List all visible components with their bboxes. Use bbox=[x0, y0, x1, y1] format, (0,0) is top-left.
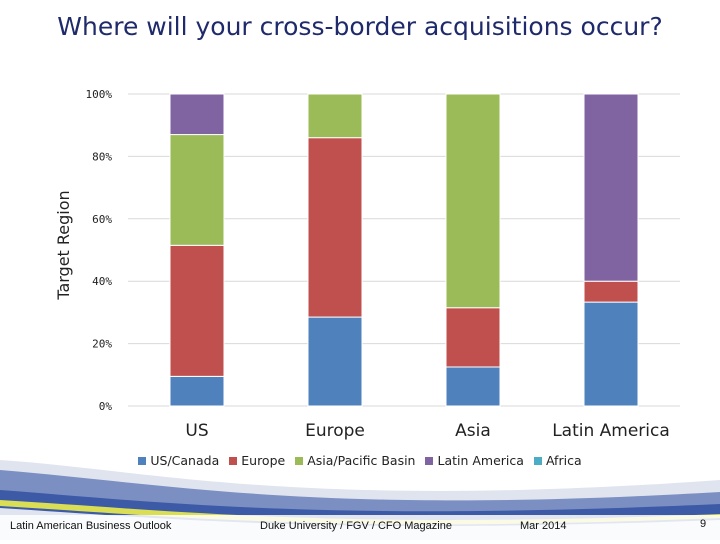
chart-title: Where will your cross-border acquisition… bbox=[57, 12, 663, 41]
legend-item: Latin America bbox=[425, 453, 524, 468]
y-tick-label: 60% bbox=[92, 213, 112, 226]
footer-decoration bbox=[0, 440, 720, 544]
bar-us-latin-america bbox=[169, 93, 225, 136]
x-tick-label: Asia bbox=[455, 421, 491, 441]
legend-swatch bbox=[229, 456, 238, 465]
y-axis-label: Target Region bbox=[54, 190, 73, 300]
x-tick-label: Europe bbox=[305, 421, 365, 441]
legend-item: Europe bbox=[229, 453, 285, 468]
bar-europe-us-canada bbox=[307, 316, 363, 407]
stacked-bar-chart: 0% 20% 40% 60% 80% 100% US Europe Asia Latin Ame… bbox=[54, 88, 680, 441]
bar-asia-us-canada bbox=[445, 366, 501, 407]
legend-swatch bbox=[533, 456, 542, 465]
legend-label: Africa bbox=[545, 453, 582, 468]
bar-latin-america-us-canada bbox=[583, 301, 639, 407]
bar-europe-asia-pacific-basin bbox=[307, 93, 363, 139]
legend-label: Asia/Pacific Basin bbox=[307, 453, 416, 468]
x-tick-label: US bbox=[185, 421, 208, 441]
y-tick-label: 20% bbox=[92, 338, 112, 351]
legend-label: Europe bbox=[241, 453, 286, 468]
y-tick-label: 40% bbox=[92, 275, 112, 288]
legend-item: Asia/Pacific Basin bbox=[295, 453, 415, 468]
legend: US/Canada Europe Asia/Pacific Basin Latin A… bbox=[0, 453, 720, 468]
bar-latin-america-europe bbox=[583, 280, 639, 303]
legend-swatch bbox=[295, 456, 304, 465]
footer-left-text: Latin American Business Outlook bbox=[10, 520, 172, 532]
bar-us-asia-pacific-basin bbox=[169, 134, 225, 246]
legend-item: US/Canada bbox=[138, 453, 219, 468]
bar-europe-europe bbox=[307, 137, 363, 318]
bar-us-us-canada bbox=[169, 375, 225, 407]
y-tick-label: 80% bbox=[92, 150, 112, 163]
y-tick-label: 100% bbox=[86, 88, 113, 101]
legend-label: Latin America bbox=[437, 453, 524, 468]
bar-latin-america-latin-america bbox=[583, 93, 639, 282]
bar-asia-europe bbox=[445, 307, 501, 368]
y-tick-label: 0% bbox=[99, 400, 113, 413]
page-number: 9 bbox=[700, 518, 707, 530]
legend-label: US/Canada bbox=[150, 453, 220, 468]
legend-swatch bbox=[425, 456, 434, 465]
bar-asia-asia-pacific-basin bbox=[445, 93, 501, 309]
legend-item: Africa bbox=[533, 453, 582, 468]
legend-swatch bbox=[138, 456, 147, 465]
x-tick-label: Latin America bbox=[552, 421, 670, 441]
footer-center-text: Duke University / FGV / CFO Magazine bbox=[260, 520, 452, 532]
footer-date: Mar 2014 bbox=[520, 520, 567, 532]
bar-us-europe bbox=[169, 244, 225, 377]
